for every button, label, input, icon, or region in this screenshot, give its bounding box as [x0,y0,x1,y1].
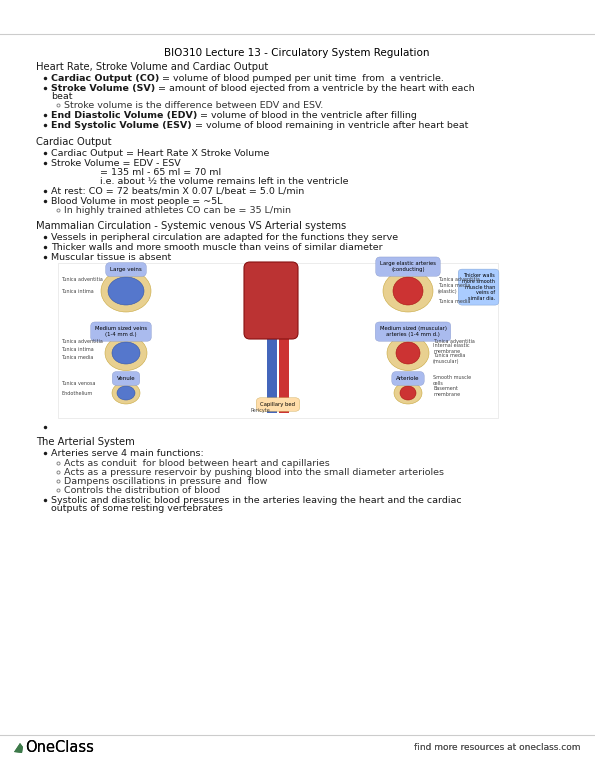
Ellipse shape [117,386,135,400]
Text: Arteriole: Arteriole [396,376,419,381]
Text: OneClass: OneClass [25,741,94,755]
FancyBboxPatch shape [58,263,498,418]
Text: Vessels in peripheral circulation are adapted for the functions they serve: Vessels in peripheral circulation are ad… [51,233,398,242]
Ellipse shape [112,382,140,404]
Text: Stroke Volume (SV): Stroke Volume (SV) [51,84,155,93]
Text: Basement
membrane: Basement membrane [433,387,460,397]
Text: Tunica venosa: Tunica venosa [61,381,96,386]
Ellipse shape [101,270,151,312]
Ellipse shape [112,342,140,364]
Text: = volume of blood in the ventricle after filling: = volume of blood in the ventricle after… [198,111,417,120]
Text: Arteries serve 4 main functions:: Arteries serve 4 main functions: [51,449,203,458]
Text: Medium sized (muscular)
arteries (1-4 mm d.): Medium sized (muscular) arteries (1-4 mm… [380,326,446,337]
Text: Cardiac Output = Heart Rate X Stroke Volume: Cardiac Output = Heart Rate X Stroke Vol… [51,149,270,158]
Ellipse shape [400,386,416,400]
Text: Tunica media: Tunica media [61,355,93,360]
Text: Muscular tissue is absent: Muscular tissue is absent [51,253,171,262]
Text: Medium sized veins
(1-4 mm d.): Medium sized veins (1-4 mm d.) [95,326,147,337]
Text: Thicker walls
more smooth
muscle than
veins of
similar dia.: Thicker walls more smooth muscle than ve… [462,273,495,301]
Text: Tunica adventitia: Tunica adventitia [61,339,103,344]
Text: i.e. about ½ the volume remains left in the ventricle: i.e. about ½ the volume remains left in … [100,177,349,186]
Text: Endothelium: Endothelium [61,391,92,396]
Text: Stroke Volume = EDV - ESV: Stroke Volume = EDV - ESV [51,159,181,168]
Text: Cardiac Output (CO): Cardiac Output (CO) [51,74,159,83]
Text: = amount of blood ejected from a ventricle by the heart with each: = amount of blood ejected from a ventric… [155,84,475,93]
Text: Acts as conduit  for blood between heart and capillaries: Acts as conduit for blood between heart … [64,459,330,468]
Text: Large veins: Large veins [110,267,142,272]
Text: Tunica media
(elastic): Tunica media (elastic) [438,283,471,294]
Ellipse shape [394,382,422,404]
Polygon shape [14,743,23,753]
Bar [279,263,289,413]
Text: Mammalian Circulation - Systemic venous VS Arterial systems: Mammalian Circulation - Systemic venous … [36,221,346,231]
Ellipse shape [105,336,147,370]
Text: Dampens oscillations in pressure and  flow: Dampens oscillations in pressure and flo… [64,477,267,486]
Text: Venule: Venule [117,376,135,381]
Text: Internal elastic
membrane: Internal elastic membrane [433,343,469,354]
Ellipse shape [387,336,429,370]
Text: Heart Rate, Stroke Volume and Cardiac Output: Heart Rate, Stroke Volume and Cardiac Ou… [36,62,268,72]
Text: End Systolic Volume (ESV): End Systolic Volume (ESV) [51,121,192,130]
Bar [267,263,277,413]
Text: Large elastic arteries
(conducting): Large elastic arteries (conducting) [380,261,436,272]
Text: OneClass: OneClass [25,741,94,755]
Text: Tunica adventitia: Tunica adventitia [61,277,103,282]
Text: Thicker walls and more smooth muscle than veins of similar diameter: Thicker walls and more smooth muscle tha… [51,243,383,252]
FancyBboxPatch shape [244,262,298,339]
Text: The Arterial System: The Arterial System [36,437,134,447]
Text: Tunica media
(muscular): Tunica media (muscular) [433,353,465,364]
Text: Tunica intima: Tunica intima [61,289,94,294]
Ellipse shape [383,270,433,312]
Polygon shape [14,743,23,753]
Text: = volume of blood pumped per unit time  from  a ventricle.: = volume of blood pumped per unit time f… [159,74,444,83]
Text: Acts as a pressure reservoir by pushing blood into the small diameter arterioles: Acts as a pressure reservoir by pushing … [64,468,444,477]
Ellipse shape [108,277,144,305]
Text: Pericyte: Pericyte [250,408,270,413]
Text: outputs of some resting vertebrates: outputs of some resting vertebrates [51,504,223,513]
Text: find more resources at oneclass.com: find more resources at oneclass.com [415,744,581,752]
Text: Tunica intima: Tunica intima [61,347,94,352]
Text: Systolic and diastolic blood pressures in the arteries leaving the heart and the: Systolic and diastolic blood pressures i… [51,496,462,505]
Text: = 135 ml - 65 ml = 70 ml: = 135 ml - 65 ml = 70 ml [100,168,221,177]
Text: Capillary bed: Capillary bed [261,402,296,407]
Text: find more resources at oneclass.com: find more resources at oneclass.com [415,744,581,752]
Text: Controls the distribution of blood: Controls the distribution of blood [64,486,220,495]
Text: Blood Volume in most people = ~5L: Blood Volume in most people = ~5L [51,197,223,206]
Text: Cardiac Output: Cardiac Output [36,137,111,147]
Text: Tunica adventitia: Tunica adventitia [433,339,475,344]
Ellipse shape [396,342,420,364]
Text: Tunica media: Tunica media [438,299,471,304]
Text: Tunica adventitia: Tunica adventitia [438,277,480,282]
Text: beat: beat [51,92,73,101]
Text: End Diastolic Volume (EDV): End Diastolic Volume (EDV) [51,111,198,120]
Text: Smooth muscle
cells: Smooth muscle cells [433,375,471,386]
Text: BIO310 Lecture 13 - Circulatory System Regulation: BIO310 Lecture 13 - Circulatory System R… [164,48,430,58]
Text: In highly trained athletes CO can be = 35 L/min: In highly trained athletes CO can be = 3… [64,206,291,215]
Text: At rest: CO = 72 beats/min X 0.07 L/beat = 5.0 L/min: At rest: CO = 72 beats/min X 0.07 L/beat… [51,187,304,196]
Text: = volume of blood remaining in ventricle after heart beat: = volume of blood remaining in ventricle… [192,121,468,130]
Text: Stroke volume is the difference between EDV and ESV.: Stroke volume is the difference between … [64,101,323,110]
Ellipse shape [393,277,423,305]
